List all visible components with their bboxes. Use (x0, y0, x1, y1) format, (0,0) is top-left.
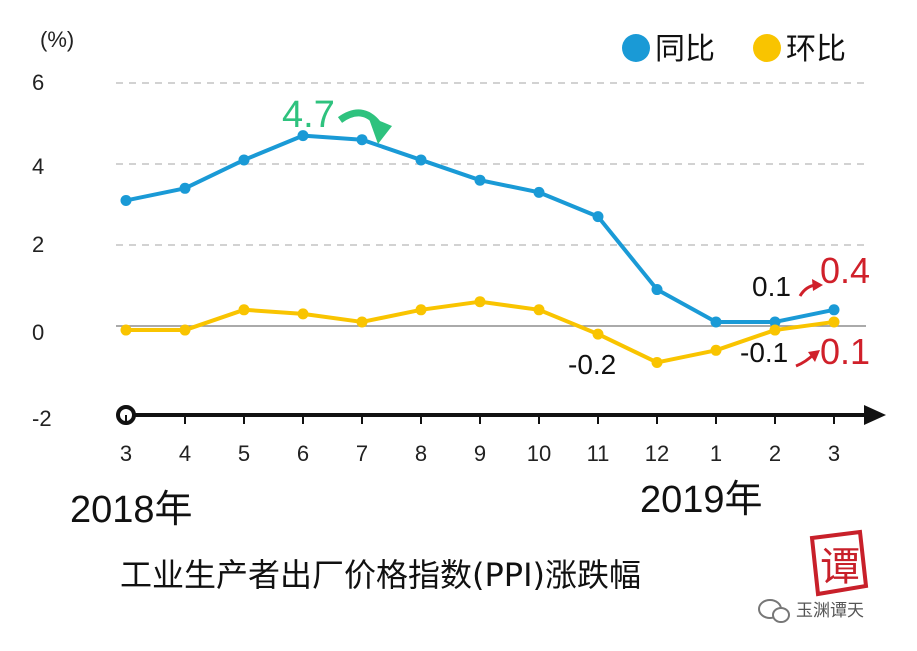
year-label-2019: 2019年 (640, 479, 763, 521)
data-point (356, 134, 368, 146)
data-point (769, 324, 781, 336)
seal-glyph: 谭 (820, 544, 860, 590)
watermark-text: 玉渊谭天 (796, 601, 864, 621)
data-point (828, 304, 840, 316)
data-point (356, 316, 368, 328)
data-point (297, 308, 309, 320)
x-tick-label: 10 (527, 441, 551, 466)
x-tick-label: 5 (238, 441, 250, 466)
y-unit-label: (%) (40, 27, 74, 52)
annotation-mom-prev: -0.1 (740, 337, 788, 368)
legend: 同比 环比 (622, 32, 846, 67)
x-tick-label: 11 (587, 441, 610, 466)
data-point (769, 316, 781, 328)
data-point (474, 174, 486, 186)
x-tick-label: 1 (710, 441, 722, 466)
data-point (592, 328, 604, 340)
annotation-mom-arrowhead-icon (808, 350, 820, 362)
gridlines (116, 82, 866, 327)
data-point (415, 304, 427, 316)
x-tick-label: 8 (415, 441, 427, 466)
series-lines (120, 130, 840, 368)
wechat-icon-bubble (772, 607, 790, 623)
y-tick-label: -2 (32, 406, 52, 431)
x-tick-label: 6 (297, 441, 309, 466)
annotation-yoy-latest: 0.4 (820, 250, 870, 291)
seal-stamp: 谭 (809, 529, 869, 597)
data-point (710, 344, 722, 356)
annotation-yoy-arrowhead-icon (812, 279, 823, 291)
data-point (533, 304, 545, 316)
data-point (179, 182, 191, 194)
chart-title: 工业生产者出厂价格指数(PPI)涨跌幅 (120, 556, 641, 594)
data-point (297, 130, 309, 142)
legend-marker-mom (753, 34, 781, 62)
x-tick-label: 3 (828, 441, 840, 466)
watermark: 玉渊谭天 (758, 599, 864, 623)
data-point (120, 324, 132, 336)
data-point (710, 316, 722, 328)
x-tick-label: 9 (474, 441, 486, 466)
data-point (238, 304, 250, 316)
x-axis (116, 405, 886, 425)
data-point (592, 211, 604, 223)
x-tick-label: 7 (356, 441, 368, 466)
x-axis-ticks: 3 4 5 6 7 8 9 10 11 12 1 2 3 (120, 415, 840, 466)
data-point (533, 186, 545, 198)
x-axis-arrow-icon (864, 405, 886, 425)
data-point (474, 296, 486, 308)
annotation-yoy-prev: 0.1 (752, 271, 791, 302)
data-point (179, 324, 191, 336)
data-point (651, 284, 663, 296)
x-tick-label: 2 (769, 441, 781, 466)
annotation-peak-arrowhead-icon (368, 116, 392, 144)
legend-label-yoy: 同比 (655, 32, 715, 67)
x-tick-label: 4 (179, 441, 191, 466)
x-tick-label: 12 (645, 441, 669, 466)
annotation-mom-latest: 0.1 (820, 331, 870, 372)
seal-border-icon (809, 529, 869, 597)
y-tick-label: 6 (32, 70, 44, 95)
y-tick-label: 2 (32, 232, 44, 257)
data-point (828, 316, 840, 328)
y-axis-ticks: 6 4 2 0 -2 (32, 70, 52, 431)
y-tick-label: 4 (32, 154, 44, 179)
legend-label-mom: 环比 (786, 32, 846, 67)
data-point (415, 154, 427, 166)
annotation-mom-nov: -0.2 (568, 349, 616, 380)
data-point (651, 356, 663, 368)
x-tick-label: 3 (120, 441, 132, 466)
legend-marker-yoy (622, 34, 650, 62)
annotations: 4.7 0.1 0.4 -0.2 -0.1 0.1 (282, 94, 870, 380)
series-line-1 (126, 299, 835, 365)
year-label-2018: 2018年 (70, 489, 193, 531)
annotation-peak: 4.7 (282, 94, 335, 136)
data-point (120, 194, 132, 206)
y-tick-label: 0 (32, 320, 44, 345)
data-point (238, 154, 250, 166)
